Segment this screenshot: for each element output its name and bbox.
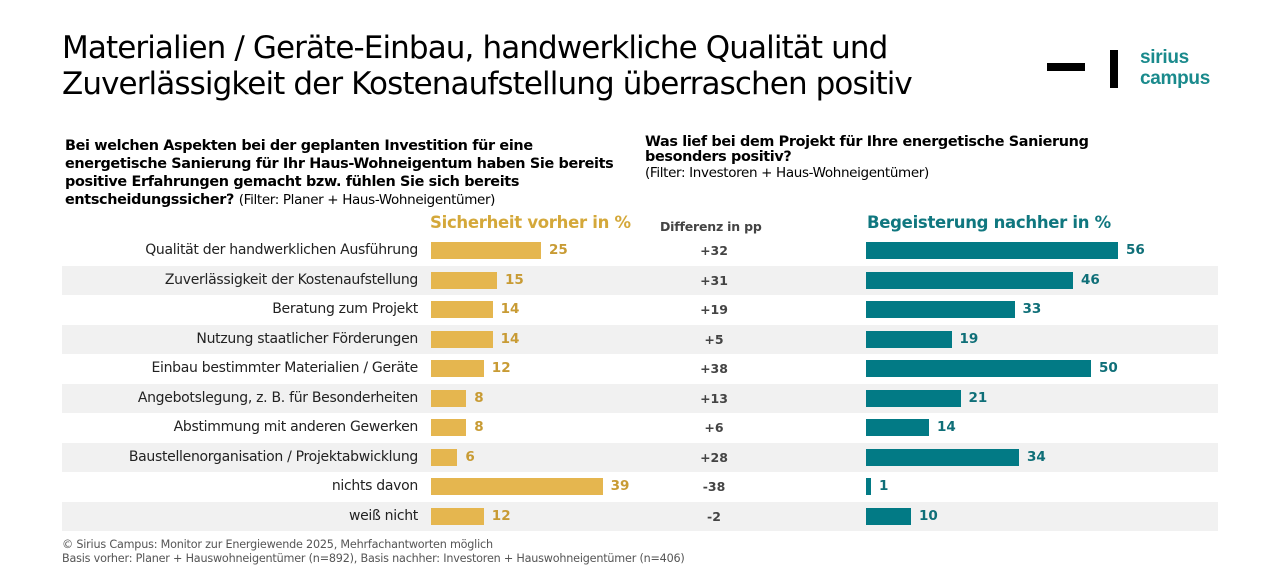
chart-row: Angebotslegung, z. B. für Besonderheiten… [62,383,1218,413]
bar-before [431,389,467,407]
chart-row: Baustellenorganisation / Projektabwicklu… [62,442,1218,472]
category-label: Beratung zum Projekt [272,301,418,317]
value-label-after: 34 [1027,448,1046,465]
bar-before [431,507,484,525]
category-label: weiß nicht [348,507,418,524]
difference-value: +19 [700,302,728,317]
bar-after [866,448,1019,466]
value-label-before: 8 [474,419,484,435]
value-label-after: 14 [937,419,956,435]
value-label-before: 39 [610,478,630,494]
difference-value: +31 [700,272,728,288]
bar-after [866,242,1118,259]
difference-value: +13 [700,390,728,406]
chart-title-line-2: Zuverlässigkeit der Kostenaufstellung üb… [62,66,913,102]
question-right-text: Was lief bei dem Projekt für Ihre energe… [645,134,1089,165]
difference-value: +5 [704,331,724,347]
bar-before [431,301,493,318]
chart-row: nichts davon 39 -38 1 [62,472,1218,501]
category-label: Angebotslegung, z. B. für Besonderheiten [137,389,418,406]
category-label: Zuverlässigkeit der Kostenaufstellung [164,271,418,288]
difference-value: +38 [700,361,728,376]
category-label: Qualität der handwerklichen Ausführung [145,242,418,258]
value-label-after: 10 [919,507,938,524]
bar-after [866,507,911,525]
question-right-filter: (Filter: Investoren + Haus-Wohneigentüme… [645,165,929,181]
value-label-after: 46 [1081,271,1100,288]
difference-value: +28 [700,449,728,465]
footer-line-1: © Sirius Campus: Monitor zur Energiewend… [62,538,493,551]
bar-after [866,271,1073,289]
chart-title-line-1: Materialien / Geräte-Einbau, handwerklic… [62,30,888,66]
value-label-after: 50 [1099,360,1118,376]
value-label-after: 33 [1022,301,1042,317]
value-label-before: 12 [491,360,511,376]
chart-row: Nutzung staatlicher Förderungen 14 +5 19 [62,324,1218,354]
bar-before [431,330,493,348]
difference-header: Differenz in pp [660,219,762,234]
difference-value: +6 [704,420,724,435]
question-left-filter: (Filter: Planer + Haus-Wohneigentümer) [238,192,496,208]
difference-value: -2 [707,508,721,524]
bar-before [431,419,467,436]
bar-before [431,242,541,259]
category-label: Baustellenorganisation / Projektabwicklu… [128,448,418,465]
bar-after [866,389,961,407]
question-left: Bei welchen Aspekten bei der geplanten I… [65,137,625,209]
bar-before [431,360,484,377]
sirius-campus-logo: sirius campus [1046,47,1226,93]
value-label-before: 6 [465,448,475,465]
bar-after [866,360,1091,377]
bar-after [866,419,929,436]
footer-source: © Sirius Campus: Monitor zur Energiewend… [62,538,685,566]
chart-row: Qualität der handwerklichen Ausführung 25… [62,236,1218,265]
chart-row: Beratung zum Projekt 14 +19 33 [62,295,1218,324]
bar-before [431,271,497,289]
question-right: Was lief bei dem Projekt für Ihre energe… [645,135,1165,182]
value-label-before: 12 [491,507,511,524]
value-label-after: 19 [959,330,979,347]
value-label-before: 8 [474,389,484,406]
bar-before [431,478,603,495]
difference-value: +32 [700,243,728,258]
category-label: Nutzung staatlicher Förderungen [196,330,418,347]
category-label: nichts davon [331,478,418,494]
value-label-before: 14 [500,330,520,347]
value-label-after: 1 [879,478,889,494]
logo-text: sirius campus [1140,47,1211,89]
difference-value: -38 [702,479,726,494]
chart-row: Abstimmung mit anderen Gewerken 8 +6 14 [62,413,1218,442]
category-label: Einbau bestimmter Materialien / Geräte [151,360,418,376]
value-label-after: 56 [1126,242,1145,258]
value-label-after: 21 [968,389,988,406]
value-label-before: 25 [549,242,568,258]
value-label-before: 15 [505,271,524,288]
series-header-after: Begeisterung nachher in % [867,213,1111,232]
chart-row: Einbau bestimmter Materialien / Geräte 12… [62,354,1218,383]
chart-row: weiß nicht 12 -2 10 [62,501,1218,531]
category-label: Abstimmung mit anderen Gewerken [173,419,419,435]
series-header-before: Sicherheit vorher in % [430,213,631,232]
bar-after [866,301,1015,318]
value-label-before: 14 [500,301,520,317]
question-left-text: Bei welchen Aspekten bei der geplanten I… [65,138,614,208]
bar-after [866,478,871,495]
footer-line-2: Basis vorher: Planer + Hauswohneigentüme… [62,552,685,565]
chart-title: Materialien / Geräte-Einbau, handwerklic… [62,30,913,102]
logo-dash-icon [1047,63,1085,71]
bar-after [866,330,952,348]
bar-before [431,448,458,466]
logo-bar-icon [1110,50,1118,88]
chart-row: Zuverlässigkeit der Kostenaufstellung 15 +… [62,265,1218,295]
